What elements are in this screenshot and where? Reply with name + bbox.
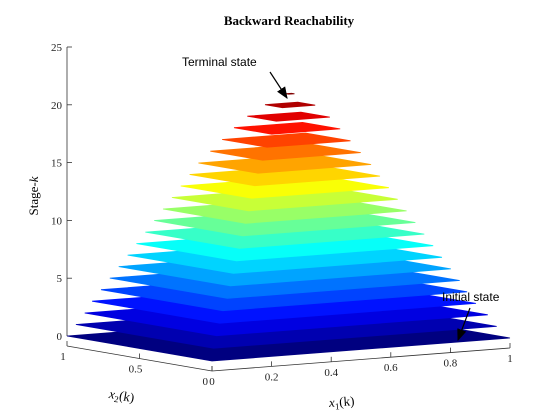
- x-axis-line: [211, 347, 511, 372]
- stage-slice-18: [233, 121, 341, 135]
- z-tick-label-25: 25: [51, 42, 63, 54]
- chart-title: Backward Reachability: [224, 13, 355, 28]
- stage-slice-17: [222, 132, 351, 148]
- y-tick-label-1: 1: [60, 351, 66, 363]
- z-tick-label-10: 10: [51, 215, 63, 227]
- z-tick-label-20: 20: [51, 100, 63, 112]
- initial-state-arrow: [457, 307, 471, 342]
- terminal-state-arrow: [269, 71, 288, 100]
- x-axis-label: x1(k): [327, 393, 355, 412]
- z-tick-label-15: 15: [51, 158, 63, 170]
- x-tick-label-0.8: 0.8: [444, 358, 458, 370]
- z-tick-label-5: 5: [57, 273, 63, 285]
- stage-slice-20: [264, 101, 316, 109]
- stage-slice-19: [247, 111, 330, 122]
- y-tick-label-0.5: 0.5: [129, 364, 143, 376]
- stage-slices: [66, 92, 511, 362]
- x-tick-label-1: 1: [507, 353, 513, 365]
- terminal-state-label: Terminal state: [182, 55, 257, 69]
- y-axis-label: x2(k): [107, 386, 136, 407]
- x-tick-label-0: 0: [209, 376, 215, 388]
- x-tick-label-0.4: 0.4: [324, 367, 338, 379]
- z-tick-label-0: 0: [57, 331, 63, 343]
- stage-slice-21: [285, 92, 295, 95]
- x-tick-label-0.6: 0.6: [384, 362, 398, 374]
- x-tick-label-0.2: 0.2: [265, 371, 279, 383]
- initial-state-label: Initial state: [442, 290, 500, 304]
- y-tick-label-0: 0: [203, 376, 209, 388]
- z-axis-label: Stage-k: [26, 176, 41, 215]
